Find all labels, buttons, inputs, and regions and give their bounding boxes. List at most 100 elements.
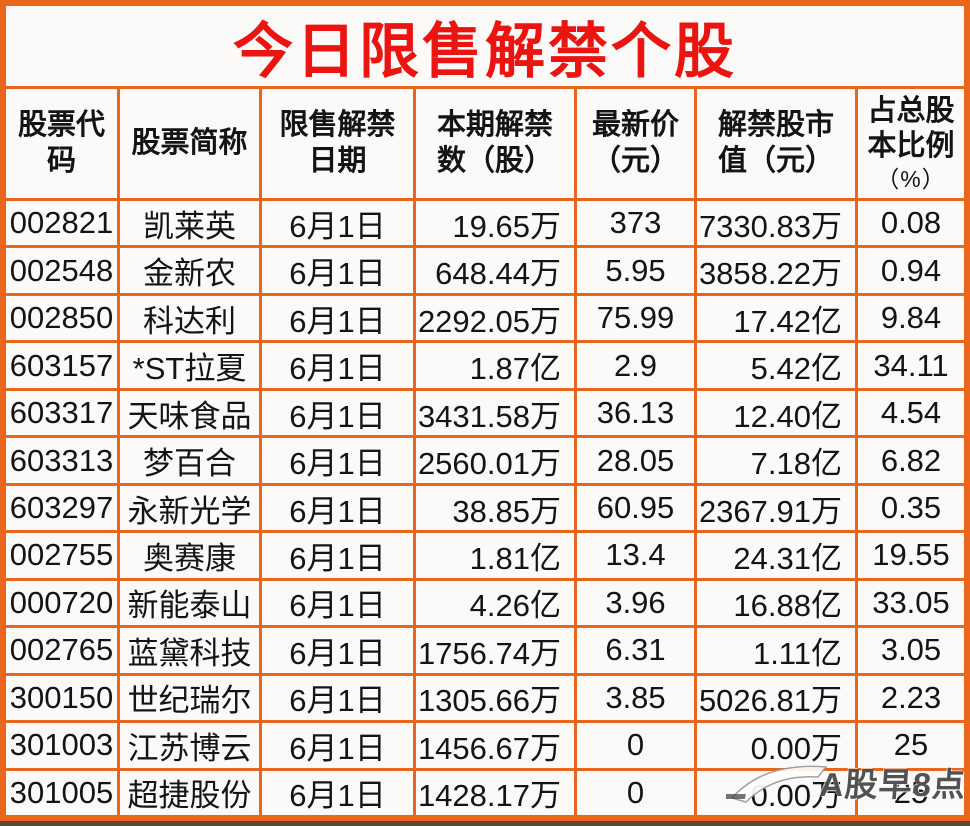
- stock-code-cell: 603157: [6, 343, 117, 388]
- unlock-date-cell: 6月1日: [262, 343, 413, 388]
- col-header-pct-unit: （%）: [876, 166, 946, 193]
- unlock-shares-cell: 38.85万: [416, 485, 574, 531]
- col-header-stock-name: 股票简称: [120, 89, 259, 198]
- pct-of-total-cell: 33.05: [858, 580, 964, 626]
- col-header-latest-price: 最新价 （元）: [577, 89, 694, 198]
- unlock-value-cell: 7330.83万: [697, 201, 855, 246]
- stock-code-cell: 301003: [6, 723, 117, 768]
- col-header-unlock-value-label: 解禁股市 值（元）: [717, 109, 834, 177]
- pct-of-total-cell: 25: [858, 770, 964, 815]
- unlock-date-cell: 6月1日: [262, 485, 413, 531]
- unlock-value-cell: 16.88亿: [697, 580, 855, 626]
- latest-price-cell: 0: [577, 723, 694, 768]
- latest-price-cell: 60.95: [577, 485, 694, 531]
- stock-code-cell: 603297: [6, 485, 117, 531]
- col-header-stock-code-label: 股票代 码: [17, 109, 105, 177]
- col-header-unlock-date-label: 限售解禁 日期: [279, 109, 396, 177]
- unlock-shares-cell: 2292.05万: [416, 295, 574, 341]
- unlock-value-cell: 1.11亿: [697, 628, 855, 673]
- unlock-shares-cell: 19.65万: [416, 201, 574, 246]
- pct-of-total-cell: 19.55: [858, 533, 964, 578]
- stock-name-cell: 天味食品: [120, 390, 259, 436]
- stock-name-cell: 世纪瑞尔: [120, 675, 259, 721]
- stock-name-cell: *ST拉夏: [120, 343, 259, 388]
- col-header-stock-name-label: 股票简称: [131, 126, 248, 159]
- unlock-shares-cell: 2560.01万: [416, 438, 574, 483]
- pct-of-total-cell: 0.94: [858, 248, 964, 293]
- stock-code-cell: 300150: [6, 675, 117, 721]
- unlock-shares-cell: 1428.17万: [416, 770, 574, 815]
- unlock-date-cell: 6月1日: [262, 201, 413, 246]
- unlock-value-cell: 0.00万: [697, 770, 855, 815]
- unlock-value-cell: 2367.91万: [697, 485, 855, 531]
- stock-name-cell: 科达利: [120, 295, 259, 341]
- col-header-unlock-value: 解禁股市 值（元）: [697, 89, 855, 198]
- unlock-date-cell: 6月1日: [262, 533, 413, 578]
- stock-code-cell: 603317: [6, 390, 117, 436]
- unlock-shares-cell: 1.87亿: [416, 343, 574, 388]
- col-header-unlock-shares: 本期解禁 数（股）: [416, 89, 574, 198]
- unlock-date-cell: 6月1日: [262, 723, 413, 768]
- unlock-value-cell: 3858.22万: [697, 248, 855, 293]
- stock-code-cell: 301005: [6, 770, 117, 815]
- latest-price-cell: 3.85: [577, 675, 694, 721]
- pct-of-total-cell: 4.54: [858, 390, 964, 436]
- unlock-shares-cell: 3431.58万: [416, 390, 574, 436]
- col-header-unlock-shares-label: 本期解禁 数（股）: [436, 109, 553, 177]
- latest-price-cell: 6.31: [577, 628, 694, 673]
- latest-price-cell: 28.05: [577, 438, 694, 483]
- stock-table: 今日限售解禁个股 股票代 码 股票简称 限售解禁 日期 本期解禁 数（股） 最新…: [6, 6, 964, 815]
- unlock-shares-cell: 648.44万: [416, 248, 574, 293]
- stock-code-cell: 002548: [6, 248, 117, 293]
- unlock-date-cell: 6月1日: [262, 295, 413, 341]
- stock-code-cell: 002755: [6, 533, 117, 578]
- col-header-latest-price-label: 最新价 （元）: [591, 109, 679, 177]
- col-header-unlock-date: 限售解禁 日期: [262, 89, 413, 198]
- col-header-pct-of-total: 占总股 本比例 （%）: [858, 89, 964, 198]
- unlock-date-cell: 6月1日: [262, 438, 413, 483]
- stock-name-cell: 金新农: [120, 248, 259, 293]
- unlock-date-cell: 6月1日: [262, 390, 413, 436]
- pct-of-total-cell: 0.35: [858, 485, 964, 531]
- bottom-shadow: [0, 821, 970, 826]
- pct-of-total-cell: 2.23: [858, 675, 964, 721]
- unlock-date-cell: 6月1日: [262, 248, 413, 293]
- unlock-value-cell: 17.42亿: [697, 295, 855, 341]
- stock-name-cell: 奥赛康: [120, 533, 259, 578]
- unlock-shares-cell: 1.81亿: [416, 533, 574, 578]
- stock-name-cell: 超捷股份: [120, 770, 259, 815]
- col-header-pct-of-total-label: 占总股 本比例: [867, 94, 955, 162]
- pct-of-total-cell: 9.84: [858, 295, 964, 341]
- stock-name-cell: 江苏博云: [120, 723, 259, 768]
- unlock-value-cell: 5.42亿: [697, 343, 855, 388]
- stock-code-cell: 603313: [6, 438, 117, 483]
- stock-code-cell: 002765: [6, 628, 117, 673]
- stock-name-cell: 永新光学: [120, 485, 259, 531]
- latest-price-cell: 36.13: [577, 390, 694, 436]
- latest-price-cell: 3.96: [577, 580, 694, 626]
- latest-price-cell: 0: [577, 770, 694, 815]
- unlock-shares-cell: 1756.74万: [416, 628, 574, 673]
- pct-of-total-cell: 3.05: [858, 628, 964, 673]
- unlock-value-cell: 7.18亿: [697, 438, 855, 483]
- stock-name-cell: 凯莱英: [120, 201, 259, 246]
- unlock-value-cell: 5026.81万: [697, 675, 855, 721]
- unlock-date-cell: 6月1日: [262, 675, 413, 721]
- unlock-shares-cell: 1456.67万: [416, 723, 574, 768]
- stock-name-cell: 新能泰山: [120, 580, 259, 626]
- unlock-shares-cell: 4.26亿: [416, 580, 574, 626]
- stock-code-cell: 002850: [6, 295, 117, 341]
- latest-price-cell: 13.4: [577, 533, 694, 578]
- pct-of-total-cell: 0.08: [858, 201, 964, 246]
- unlock-value-cell: 12.40亿: [697, 390, 855, 436]
- unlock-value-cell: 0.00万: [697, 723, 855, 768]
- stock-code-cell: 000720: [6, 580, 117, 626]
- latest-price-cell: 2.9: [577, 343, 694, 388]
- unlock-date-cell: 6月1日: [262, 628, 413, 673]
- stock-name-cell: 梦百合: [120, 438, 259, 483]
- stock-name-cell: 蓝黛科技: [120, 628, 259, 673]
- latest-price-cell: 75.99: [577, 295, 694, 341]
- pct-of-total-cell: 6.82: [858, 438, 964, 483]
- unlock-value-cell: 24.31亿: [697, 533, 855, 578]
